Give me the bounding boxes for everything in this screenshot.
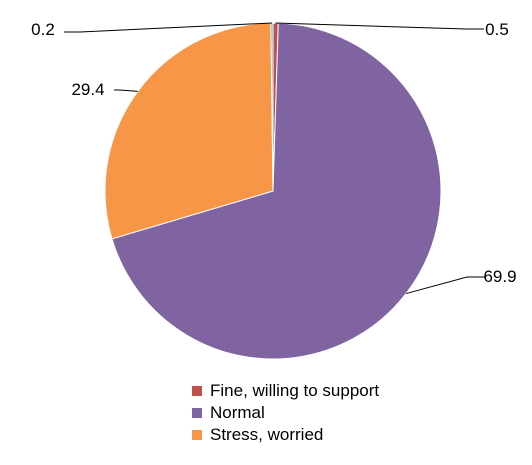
- legend-label-stress: Stress, worried: [210, 425, 324, 444]
- legend-swatch-fine: [192, 386, 202, 396]
- legend-item-fine: Fine, willing to support: [192, 380, 379, 402]
- pie-slice-normal: [111, 22, 442, 360]
- leader-line-normal: [405, 276, 486, 295]
- leader-line-other: [64, 22, 272, 33]
- legend-label-normal: Normal: [210, 403, 265, 422]
- data-label-stress: 29.4: [71, 80, 104, 99]
- legend-swatch-stress: [192, 430, 202, 440]
- data-labels: 0.5 69.9 29.4 0.2: [31, 20, 516, 286]
- leader-line-stress: [114, 89, 138, 92]
- leader-lines: [64, 22, 486, 295]
- legend: Fine, willing to support Normal Stress, …: [192, 380, 379, 446]
- leader-line-fine: [275, 22, 484, 30]
- legend-item-normal: Normal: [192, 402, 379, 424]
- legend-label-fine: Fine, willing to support: [210, 381, 380, 400]
- data-label-normal: 69.9: [483, 267, 516, 286]
- pie-slice-stress: [104, 22, 274, 240]
- legend-swatch-normal: [192, 408, 202, 418]
- data-label-fine: 0.5: [485, 20, 509, 39]
- data-label-other: 0.2: [31, 20, 55, 39]
- pie-slices: [104, 22, 442, 360]
- legend-item-stress: Stress, worried: [192, 424, 379, 446]
